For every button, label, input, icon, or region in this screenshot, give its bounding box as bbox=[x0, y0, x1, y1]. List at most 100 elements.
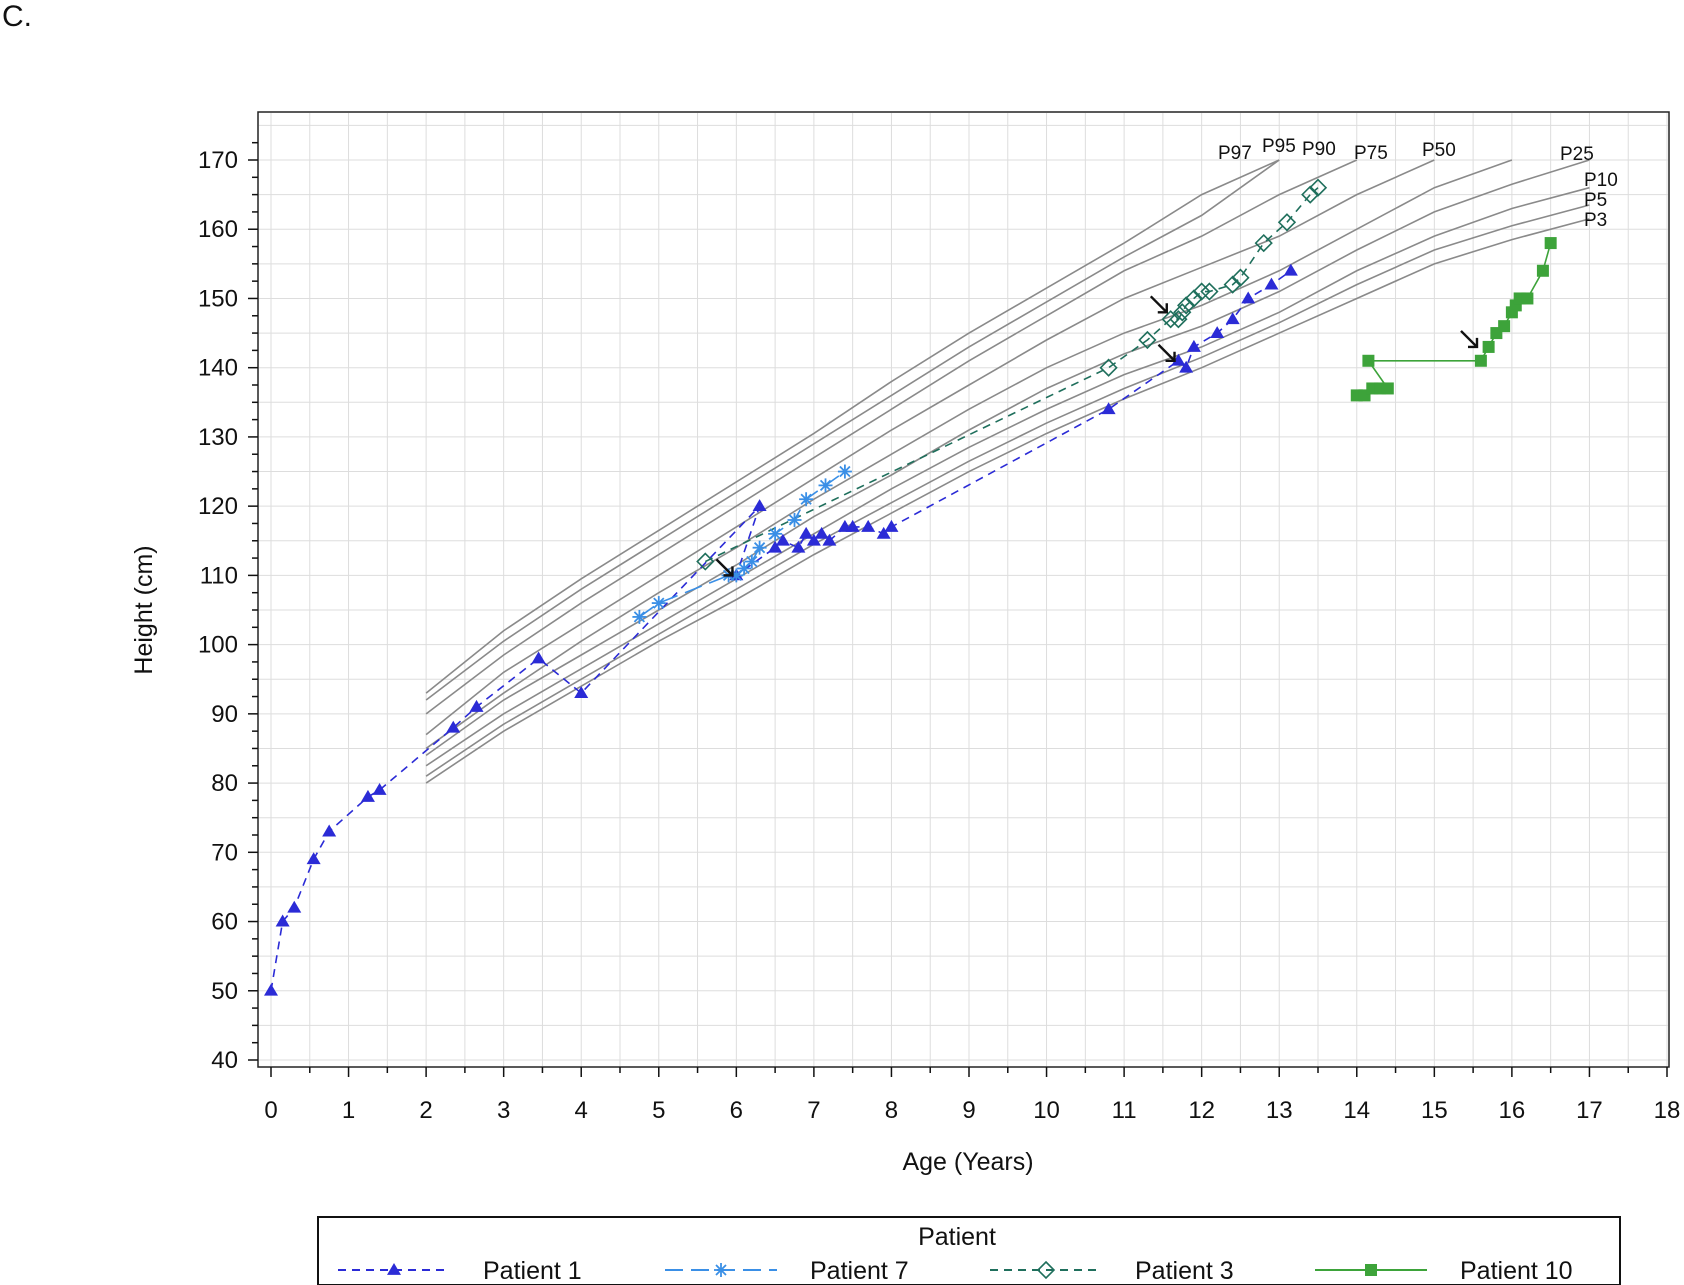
arrow-head bbox=[1165, 351, 1176, 362]
arrow-shaft bbox=[1157, 343, 1176, 362]
arrow-annotation bbox=[1149, 295, 1168, 314]
data-point bbox=[287, 900, 302, 913]
data-point bbox=[806, 533, 821, 546]
data-point bbox=[1161, 310, 1180, 329]
percentile-label: P50 bbox=[1422, 140, 1456, 161]
data-point bbox=[818, 478, 833, 493]
y-tick-label: 90 bbox=[211, 701, 238, 728]
data-point bbox=[799, 526, 814, 539]
data-point bbox=[264, 983, 278, 996]
percentile-curve-p97 bbox=[425, 159, 1280, 694]
arrow-shaft bbox=[1149, 295, 1168, 314]
data-point bbox=[1536, 264, 1549, 277]
annotations bbox=[715, 295, 1479, 577]
x-tick-label: 13 bbox=[1266, 1097, 1293, 1124]
percentile-label: P3 bbox=[1584, 210, 1607, 231]
data-point bbox=[861, 519, 876, 532]
percentile-label: P5 bbox=[1584, 190, 1607, 211]
percentile-curve-p25 bbox=[425, 159, 1590, 757]
data-point bbox=[787, 513, 802, 527]
data-point bbox=[744, 554, 759, 569]
x-tick-label: 5 bbox=[652, 1097, 665, 1124]
y-axis-title: Height (cm) bbox=[130, 545, 158, 674]
x-axis-title: Age (Years) bbox=[902, 1148, 1033, 1176]
data-point bbox=[1099, 358, 1118, 377]
y-tick-label: 130 bbox=[198, 424, 238, 451]
data-point bbox=[1179, 360, 1194, 373]
legend-label: Patient 3 bbox=[1135, 1257, 1234, 1285]
data-point bbox=[1210, 326, 1225, 338]
data-point bbox=[799, 492, 814, 507]
data-point bbox=[1223, 275, 1242, 294]
data-point bbox=[752, 499, 767, 512]
data-point bbox=[1277, 213, 1297, 232]
x-tick-label: 2 bbox=[419, 1097, 432, 1124]
data-point bbox=[1171, 353, 1186, 366]
y-tick-label: 40 bbox=[211, 1047, 238, 1074]
x-tick-label: 4 bbox=[575, 1097, 588, 1124]
percentile-label: P75 bbox=[1354, 143, 1388, 164]
y-tick-label: 120 bbox=[198, 493, 238, 520]
percentile-curve-p90 bbox=[425, 159, 1358, 715]
percentile-curve-p5 bbox=[425, 204, 1590, 777]
data-point bbox=[1544, 237, 1557, 250]
data-point bbox=[574, 686, 589, 698]
data-point bbox=[768, 526, 783, 541]
percentile-curve-p10 bbox=[425, 186, 1590, 767]
x-tick-label: 11 bbox=[1112, 1097, 1137, 1124]
data-point bbox=[1301, 185, 1320, 204]
data-point bbox=[275, 914, 290, 927]
x-tick-label: 12 bbox=[1188, 1097, 1215, 1124]
data-point bbox=[531, 651, 546, 664]
data-point bbox=[1482, 340, 1495, 353]
data-point bbox=[651, 596, 666, 611]
x-tick-label: 10 bbox=[1033, 1097, 1060, 1124]
data-point bbox=[1283, 263, 1298, 276]
data-point bbox=[814, 526, 829, 539]
data-point bbox=[884, 519, 899, 532]
percentile-curve-p50 bbox=[425, 159, 1513, 750]
data-point bbox=[1241, 291, 1256, 304]
data-point bbox=[1308, 178, 1328, 197]
x-tick-label: 0 bbox=[264, 1097, 277, 1124]
data-point bbox=[1474, 354, 1487, 367]
data-point bbox=[387, 1263, 401, 1275]
percentile-label: P97 bbox=[1218, 143, 1252, 164]
arrow-annotation bbox=[715, 558, 734, 577]
data-point bbox=[1225, 312, 1240, 325]
y-tick-label: 100 bbox=[198, 632, 238, 659]
y-tick-label: 170 bbox=[198, 147, 238, 174]
data-point bbox=[1169, 310, 1188, 329]
data-point bbox=[1231, 268, 1250, 287]
x-tick-label: 1 bbox=[342, 1097, 355, 1124]
x-tick-label: 15 bbox=[1421, 1097, 1448, 1124]
legend-label: Patient 10 bbox=[1460, 1257, 1573, 1285]
panel-label: C. bbox=[2, 0, 32, 33]
legend-label: Patient 7 bbox=[810, 1257, 909, 1285]
percentile-label: P95 bbox=[1262, 136, 1296, 157]
arrow-shaft bbox=[715, 558, 734, 577]
data-point bbox=[632, 609, 647, 624]
data-point bbox=[1521, 292, 1534, 305]
data-point bbox=[1177, 296, 1196, 315]
y-tick-label: 70 bbox=[211, 839, 238, 866]
arrow-annotation bbox=[1460, 330, 1479, 349]
y-tick-label: 50 bbox=[211, 978, 238, 1005]
y-axis: 40 50 60 70 80 90 100 110 120 130 140 150 160 170 bbox=[198, 141, 258, 1074]
legend-entries: Patient 1 Patient 7 Patient 3 Patient 10 bbox=[338, 1257, 1573, 1285]
data-point bbox=[322, 824, 337, 837]
data-point bbox=[1192, 282, 1211, 301]
arrow-head bbox=[1467, 337, 1479, 349]
x-tick-label: 16 bbox=[1499, 1097, 1526, 1124]
data-point bbox=[1254, 233, 1273, 253]
data-point bbox=[1138, 330, 1157, 350]
x-tick-label: 17 bbox=[1576, 1097, 1603, 1124]
x-tick-label: 18 bbox=[1654, 1097, 1681, 1124]
arrow-head bbox=[1157, 303, 1168, 314]
y-tick-label: 60 bbox=[211, 909, 238, 936]
data-point bbox=[360, 789, 375, 802]
arrow-annotation bbox=[1157, 343, 1176, 362]
y-tick-label: 160 bbox=[198, 216, 238, 243]
data-point bbox=[775, 533, 790, 546]
